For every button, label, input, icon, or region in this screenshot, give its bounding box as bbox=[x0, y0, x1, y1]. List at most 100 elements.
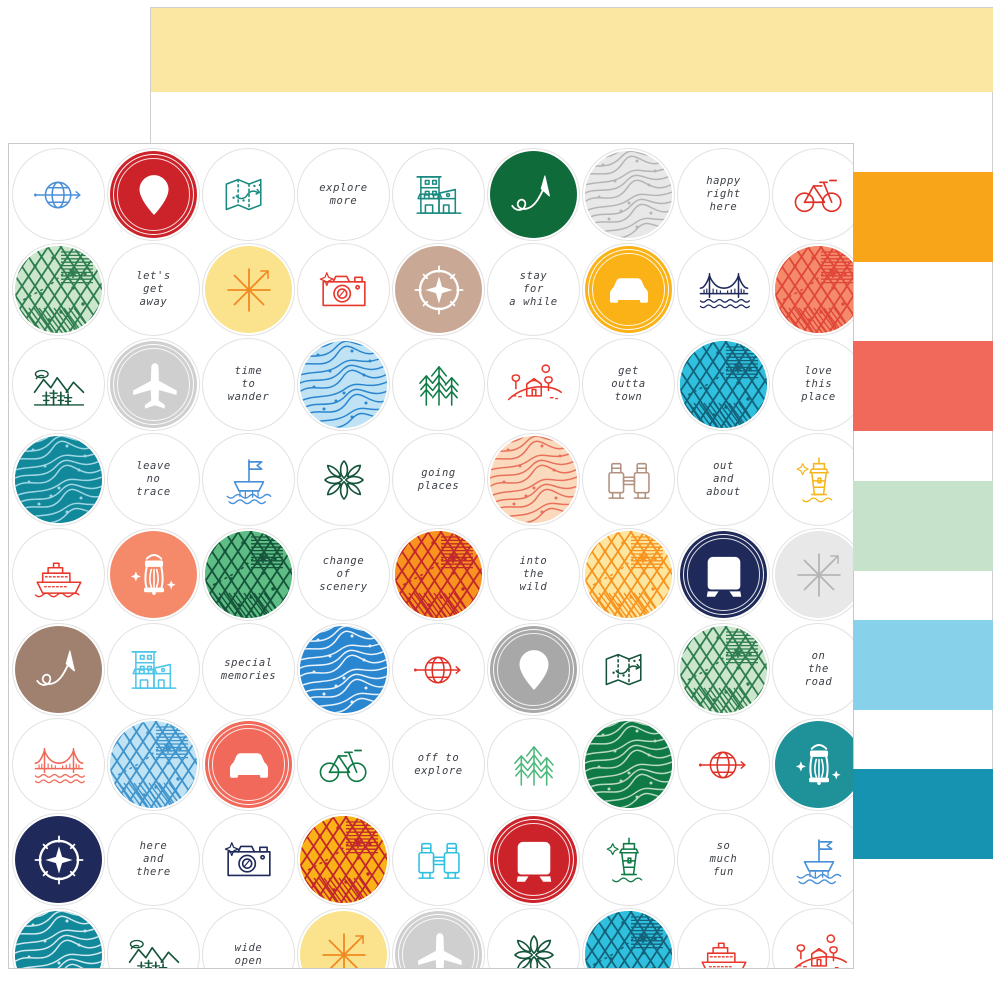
sticker-circle-pattern-streets[interactable] bbox=[771, 242, 853, 337]
sticker-circle-folded-map[interactable] bbox=[581, 622, 676, 717]
camera-icon bbox=[315, 261, 373, 319]
sticker-phrase-text: out and about bbox=[706, 460, 741, 498]
sticker-circle-globe-arrow[interactable] bbox=[11, 147, 106, 242]
bicycle-icon bbox=[315, 736, 373, 794]
lighthouse-icon bbox=[790, 451, 848, 509]
sticker-circle-pattern-streets[interactable] bbox=[676, 337, 771, 432]
sticker-circle-phrase[interactable]: on the road bbox=[771, 622, 853, 717]
sticker-circle-sailboat-flag[interactable] bbox=[771, 812, 853, 907]
suspension-bridge-icon bbox=[30, 736, 88, 794]
sticker-circle-compass-star[interactable] bbox=[296, 907, 391, 968]
sticker-circle-bicycle[interactable] bbox=[296, 717, 391, 812]
sticker-circle-train[interactable] bbox=[486, 812, 581, 907]
sticker-circle-pattern-streets[interactable] bbox=[296, 812, 391, 907]
sticker-circle-pine-trees[interactable] bbox=[391, 337, 486, 432]
sticker-circle-lantern[interactable] bbox=[771, 717, 853, 812]
sticker-circle-phrase[interactable]: here and there bbox=[106, 812, 201, 907]
sticker-circle-lighthouse[interactable] bbox=[581, 812, 676, 907]
sticker-circle-phrase[interactable]: into the wild bbox=[486, 527, 581, 622]
sticker-circle-mountain-forest[interactable] bbox=[106, 907, 201, 968]
sticker-circle-car[interactable] bbox=[581, 242, 676, 337]
sticker-circle-pine-trees[interactable] bbox=[486, 717, 581, 812]
sticker-circle-paper-plane-loop[interactable] bbox=[486, 147, 581, 242]
sticker-circle-phrase[interactable]: special memories bbox=[201, 622, 296, 717]
compass-star-icon bbox=[220, 261, 278, 319]
sticker-circle-train[interactable] bbox=[676, 527, 771, 622]
sticker-circle-location-pin[interactable] bbox=[106, 147, 201, 242]
sticker-circle-pattern-topo[interactable] bbox=[581, 717, 676, 812]
sticker-circle-barn-landscape[interactable] bbox=[486, 337, 581, 432]
band-teal bbox=[853, 769, 993, 859]
sticker-circle-phrase[interactable]: get outta town bbox=[581, 337, 676, 432]
sticker-circle-binoculars[interactable] bbox=[391, 812, 486, 907]
sticker-circle-pattern-streets[interactable] bbox=[11, 242, 106, 337]
sticker-circle-folded-map[interactable] bbox=[201, 147, 296, 242]
sticker-circle-compass-star[interactable] bbox=[201, 242, 296, 337]
sticker-circle-flower-petals[interactable] bbox=[486, 907, 581, 968]
sticker-circle-pattern-topo[interactable] bbox=[11, 907, 106, 968]
binoculars-icon bbox=[410, 831, 468, 889]
sticker-circle-airplane[interactable] bbox=[106, 337, 201, 432]
sticker-circle-pattern-streets[interactable] bbox=[581, 907, 676, 968]
sticker-circle-lighthouse[interactable] bbox=[771, 432, 853, 527]
sticker-circle-barn-landscape[interactable] bbox=[771, 907, 853, 968]
sticker-circle-binoculars[interactable] bbox=[581, 432, 676, 527]
sticker-circle-pattern-streets[interactable] bbox=[201, 527, 296, 622]
pattern-topo-fill bbox=[585, 151, 672, 238]
sticker-circle-car[interactable] bbox=[201, 717, 296, 812]
sticker-circle-lantern[interactable] bbox=[106, 527, 201, 622]
sticker-circle-phrase[interactable]: leave no trace bbox=[106, 432, 201, 527]
folded-map-icon bbox=[220, 166, 278, 224]
sticker-circle-paper-plane-loop[interactable] bbox=[11, 622, 106, 717]
sticker-circle-phrase[interactable]: off to explore bbox=[391, 717, 486, 812]
sticker-circle-phrase[interactable]: wide open bbox=[201, 907, 296, 968]
sticker-circle-pattern-topo[interactable] bbox=[296, 337, 391, 432]
sticker-circle-suspension-bridge[interactable] bbox=[676, 242, 771, 337]
sticker-circle-phrase[interactable]: love this place bbox=[771, 337, 853, 432]
sticker-circle-sailboat-flag[interactable] bbox=[201, 432, 296, 527]
sticker-circle-storefront[interactable] bbox=[106, 622, 201, 717]
concentric-ring bbox=[117, 158, 190, 231]
sticker-circle-phrase[interactable]: explore more bbox=[296, 147, 391, 242]
sticker-circle-globe-arrow[interactable] bbox=[391, 622, 486, 717]
sticker-circle-grid: explore more happy right here let's get away bbox=[9, 144, 853, 968]
sticker-circle-compass-rose[interactable] bbox=[391, 242, 486, 337]
sticker-circle-location-pin[interactable] bbox=[486, 622, 581, 717]
sticker-circle-airplane[interactable] bbox=[391, 907, 486, 968]
sticker-circle-compass-rose[interactable] bbox=[11, 812, 106, 907]
sticker-circle-phrase[interactable]: out and about bbox=[676, 432, 771, 527]
sticker-circle-storefront[interactable] bbox=[391, 147, 486, 242]
band-orange bbox=[853, 172, 993, 262]
sticker-circle-phrase[interactable]: stay for a while bbox=[486, 242, 581, 337]
airplane-icon bbox=[410, 926, 468, 968]
sticker-circle-globe-arrow[interactable] bbox=[676, 717, 771, 812]
sticker-circle-pattern-topo[interactable] bbox=[11, 432, 106, 527]
pattern-streets-fill bbox=[585, 911, 672, 968]
pattern-topo-fill bbox=[300, 341, 387, 428]
sticker-circle-cruise-ship[interactable] bbox=[676, 907, 771, 968]
concentric-ring bbox=[497, 823, 570, 896]
sticker-circle-phrase[interactable]: going places bbox=[391, 432, 486, 527]
sticker-circle-flower-petals[interactable] bbox=[296, 432, 391, 527]
sticker-circle-pattern-topo[interactable] bbox=[296, 622, 391, 717]
sticker-circle-pattern-streets[interactable] bbox=[391, 527, 486, 622]
sticker-circle-cruise-ship[interactable] bbox=[11, 527, 106, 622]
sticker-circle-pattern-topo[interactable] bbox=[486, 432, 581, 527]
sticker-circle-camera[interactable] bbox=[201, 812, 296, 907]
sticker-circle-phrase[interactable]: time to wander bbox=[201, 337, 296, 432]
sticker-phrase-text: here and there bbox=[136, 840, 171, 878]
sticker-circle-compass-star[interactable] bbox=[771, 527, 853, 622]
sticker-circle-pattern-streets[interactable] bbox=[106, 717, 201, 812]
sticker-circle-suspension-bridge[interactable] bbox=[11, 717, 106, 812]
sticker-circle-phrase[interactable]: so much fun bbox=[676, 812, 771, 907]
concentric-ring bbox=[117, 348, 190, 421]
sticker-circle-mountain-forest[interactable] bbox=[11, 337, 106, 432]
sticker-circle-pattern-streets[interactable] bbox=[676, 622, 771, 717]
sticker-circle-pattern-topo[interactable] bbox=[581, 147, 676, 242]
sticker-circle-camera[interactable] bbox=[296, 242, 391, 337]
sticker-circle-phrase[interactable]: let's get away bbox=[106, 242, 201, 337]
sticker-circle-phrase[interactable]: change of scenery bbox=[296, 527, 391, 622]
sticker-circle-bicycle[interactable] bbox=[771, 147, 853, 242]
sticker-circle-phrase[interactable]: happy right here bbox=[676, 147, 771, 242]
sticker-circle-pattern-streets[interactable] bbox=[581, 527, 676, 622]
